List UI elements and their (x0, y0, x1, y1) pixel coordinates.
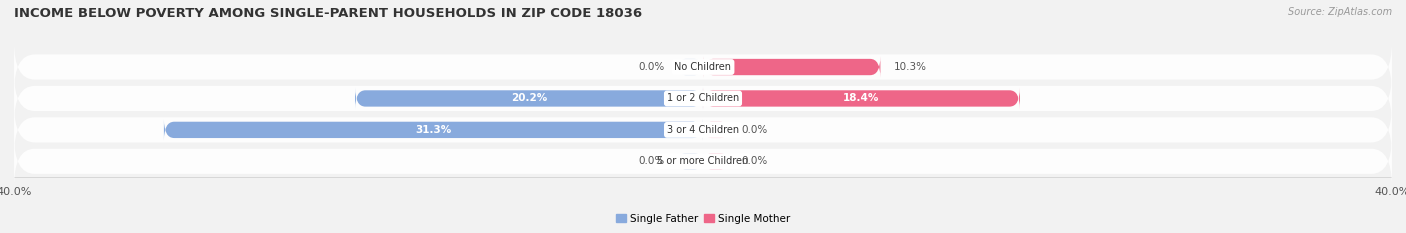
Text: INCOME BELOW POVERTY AMONG SINGLE-PARENT HOUSEHOLDS IN ZIP CODE 18036: INCOME BELOW POVERTY AMONG SINGLE-PARENT… (14, 7, 643, 20)
FancyBboxPatch shape (14, 105, 1392, 155)
FancyBboxPatch shape (165, 119, 703, 140)
Text: 0.0%: 0.0% (638, 62, 665, 72)
Legend: Single Father, Single Mother: Single Father, Single Mother (612, 209, 794, 228)
Text: Source: ZipAtlas.com: Source: ZipAtlas.com (1288, 7, 1392, 17)
FancyBboxPatch shape (678, 59, 703, 75)
Text: 5 or more Children: 5 or more Children (658, 156, 748, 166)
Text: 0.0%: 0.0% (741, 156, 768, 166)
Text: 10.3%: 10.3% (894, 62, 927, 72)
FancyBboxPatch shape (14, 42, 1392, 92)
FancyBboxPatch shape (703, 56, 880, 78)
Text: 0.0%: 0.0% (638, 156, 665, 166)
Text: 0.0%: 0.0% (741, 125, 768, 135)
Text: 20.2%: 20.2% (510, 93, 547, 103)
Text: 1 or 2 Children: 1 or 2 Children (666, 93, 740, 103)
FancyBboxPatch shape (703, 153, 728, 169)
Text: 3 or 4 Children: 3 or 4 Children (666, 125, 740, 135)
FancyBboxPatch shape (356, 88, 703, 109)
FancyBboxPatch shape (703, 122, 728, 138)
FancyBboxPatch shape (678, 153, 703, 169)
FancyBboxPatch shape (703, 88, 1019, 109)
Text: 31.3%: 31.3% (415, 125, 451, 135)
FancyBboxPatch shape (14, 136, 1392, 186)
FancyBboxPatch shape (14, 73, 1392, 123)
Text: 18.4%: 18.4% (844, 93, 880, 103)
Text: No Children: No Children (675, 62, 731, 72)
